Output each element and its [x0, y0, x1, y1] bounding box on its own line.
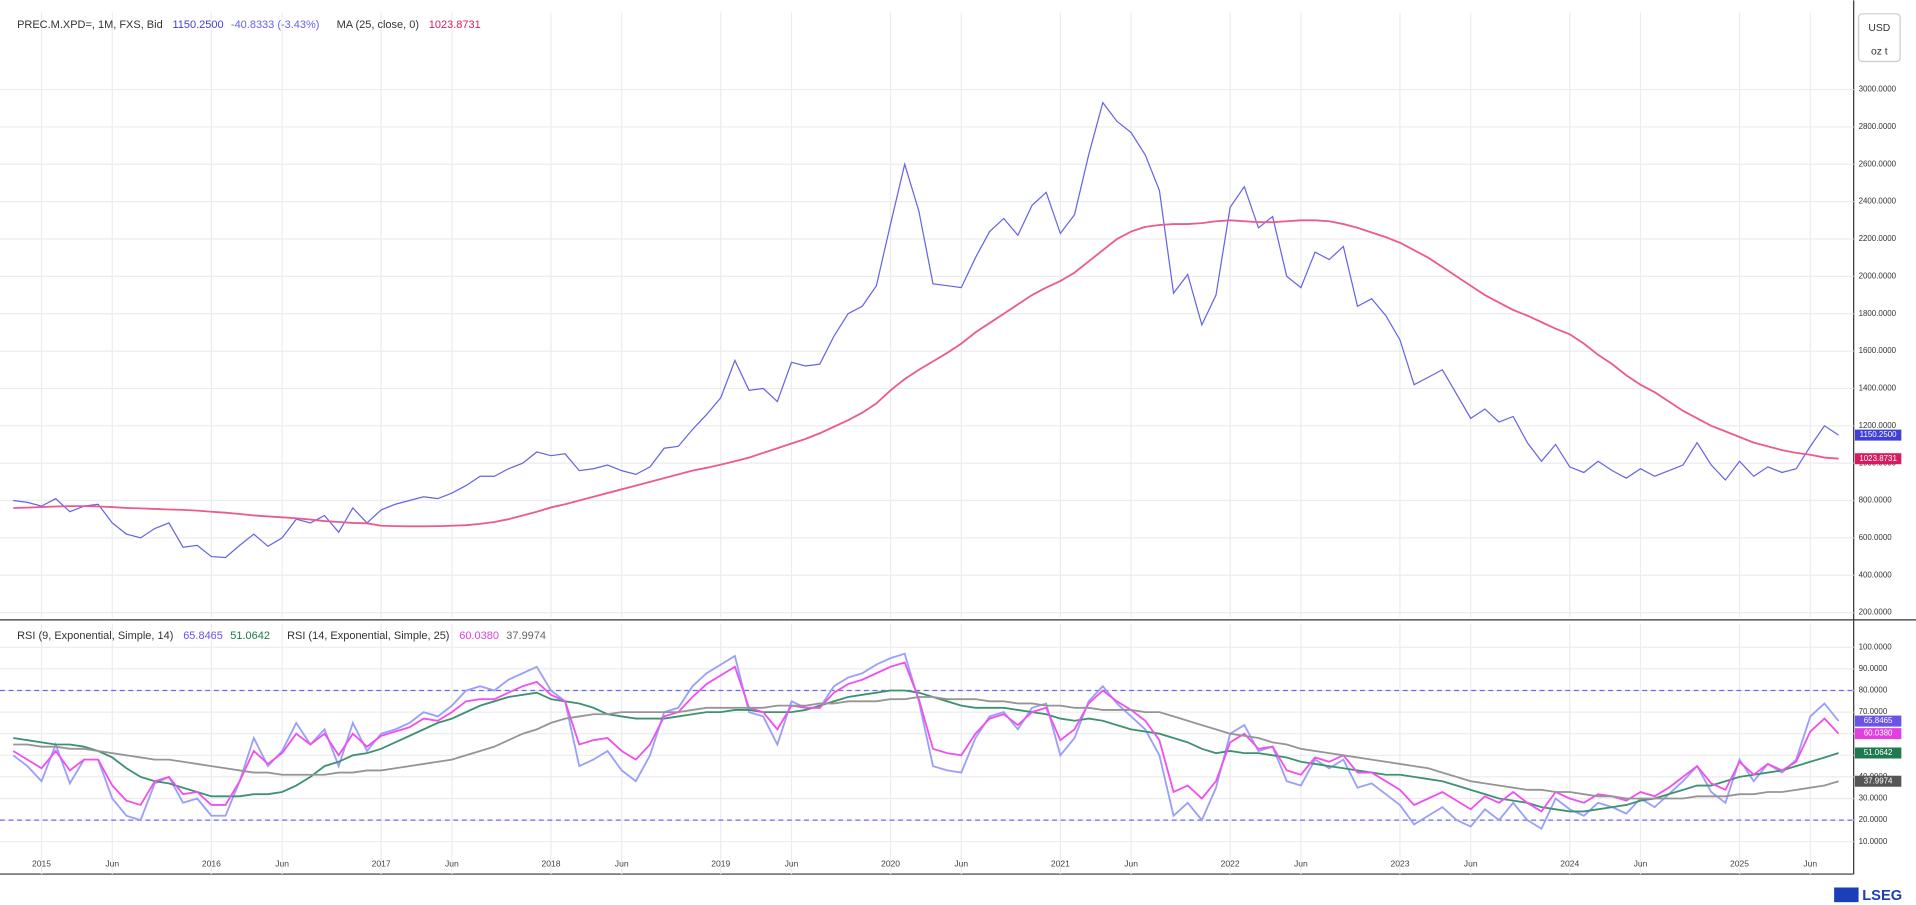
signal-value: 51.0642 — [230, 630, 270, 642]
y-tick-label: 200.0000 — [1859, 608, 1893, 617]
x-tick-label: Jun — [445, 859, 459, 869]
y-tick-label: 1400.0000 — [1859, 384, 1897, 393]
x-tick-label: 2025 — [1730, 859, 1749, 869]
last-value-label: 37.9974 — [1864, 776, 1893, 785]
last-value-tag — [1854, 728, 1902, 740]
x-tick-label: 2019 — [711, 859, 730, 869]
series-line — [13, 696, 1839, 800]
x-tick-label: Jun — [275, 859, 289, 869]
rsi-value: 65.8465 — [183, 630, 223, 642]
y-tick-label: 2600.0000 — [1859, 159, 1897, 168]
x-tick-label: 2018 — [541, 859, 560, 869]
rsi-group: RSI (14, Exponential, Simple, 25) — [287, 630, 449, 642]
y-tick-label: 2000.0000 — [1859, 271, 1897, 280]
y-tick-label: 2800.0000 — [1859, 122, 1897, 131]
y-tick-label: 1800.0000 — [1859, 309, 1897, 318]
last-price: 1150.2500 — [172, 19, 223, 31]
pane-header: PREC.M.XPD=, 1M, FXS, Bid 1150.2500 -40.83… — [17, 19, 481, 31]
rsi-value: 60.0380 — [459, 630, 499, 642]
x-tick-label: Jun — [954, 859, 968, 869]
y-tick-label: 600.0000 — [1859, 533, 1893, 542]
price-change: -40.8333 (-3.43%) — [231, 19, 320, 31]
x-tick-label: Jun — [1634, 859, 1648, 869]
y-tick-label: 70.0000 — [1859, 707, 1888, 716]
last-value-label: 51.0642 — [1864, 748, 1893, 757]
x-tick-label: 2015 — [32, 859, 51, 869]
x-tick-label: Jun — [1803, 859, 1817, 869]
last-value-label: 1023.8731 — [1859, 454, 1897, 463]
y-tick-label: 800.0000 — [1859, 496, 1893, 505]
signal-value: 37.9974 — [506, 630, 546, 642]
rsi-group: RSI (9, Exponential, Simple, 14) — [17, 630, 173, 642]
y-tick-label: 80.0000 — [1859, 686, 1888, 695]
last-value-label: 65.8465 — [1864, 716, 1893, 725]
x-tick-label: Jun — [615, 859, 629, 869]
last-value-tag — [1854, 747, 1902, 759]
y-tick-label: 3000.0000 — [1859, 85, 1897, 94]
symbol-title: PREC.M.XPD=, 1M, FXS, Bid — [17, 19, 163, 31]
series-line — [12, 652, 1840, 831]
y-tick-label: 30.0000 — [1859, 794, 1888, 803]
x-tick-label: 2017 — [372, 859, 391, 869]
x-tick-label: 2022 — [1221, 859, 1240, 869]
x-tick-label: Jun — [1124, 859, 1138, 869]
y-tick-label: 10.0000 — [1859, 837, 1888, 846]
x-tick-label: Jun — [1294, 859, 1308, 869]
last-value-label: 1150.2500 — [1860, 430, 1898, 439]
x-tick-label: 2021 — [1051, 859, 1070, 869]
last-value-tag — [1854, 453, 1902, 465]
x-tick-label: 2023 — [1390, 859, 1409, 869]
currency: USD — [1868, 23, 1890, 34]
unit: oz t — [1871, 46, 1888, 57]
x-tick-label: Jun — [1464, 859, 1478, 869]
series-line — [12, 661, 1840, 813]
pane-header: RSI (9, Exponential, Simple, 14) 65.8465 5… — [17, 630, 546, 642]
ma-value: 1023.8731 — [429, 19, 481, 31]
last-value-tag — [1854, 715, 1902, 727]
unit-box — [1857, 13, 1901, 63]
x-tick-label: 2016 — [202, 859, 221, 869]
x-tick-label: Jun — [785, 859, 799, 869]
brand-logo: LSEG — [1834, 887, 1902, 904]
series-line — [13, 689, 1839, 813]
y-tick-label: 1200.0000 — [1859, 421, 1897, 430]
y-tick-label: 100.0000 — [1859, 642, 1893, 651]
series-line — [13, 101, 1839, 559]
brand-icon — [1834, 887, 1859, 903]
x-tick-label: Jun — [105, 859, 119, 869]
y-tick-label: 20.0000 — [1859, 815, 1888, 824]
y-tick-label: 400.0000 — [1859, 570, 1893, 579]
last-value-tag — [1854, 775, 1902, 787]
brand-name: LSEG — [1862, 888, 1902, 904]
y-tick-label: 90.0000 — [1859, 664, 1888, 673]
y-tick-label: 2400.0000 — [1859, 197, 1897, 206]
y-tick-label: 1600.0000 — [1859, 346, 1897, 355]
x-tick-label: 2024 — [1560, 859, 1579, 869]
x-tick-label: 2020 — [881, 859, 900, 869]
last-value-tag — [1854, 429, 1902, 441]
last-value-label: 60.0380 — [1864, 729, 1893, 738]
series-line — [13, 219, 1839, 528]
y-tick-label: 2200.0000 — [1859, 234, 1897, 243]
ma-name: MA (25, close, 0) — [337, 19, 419, 31]
